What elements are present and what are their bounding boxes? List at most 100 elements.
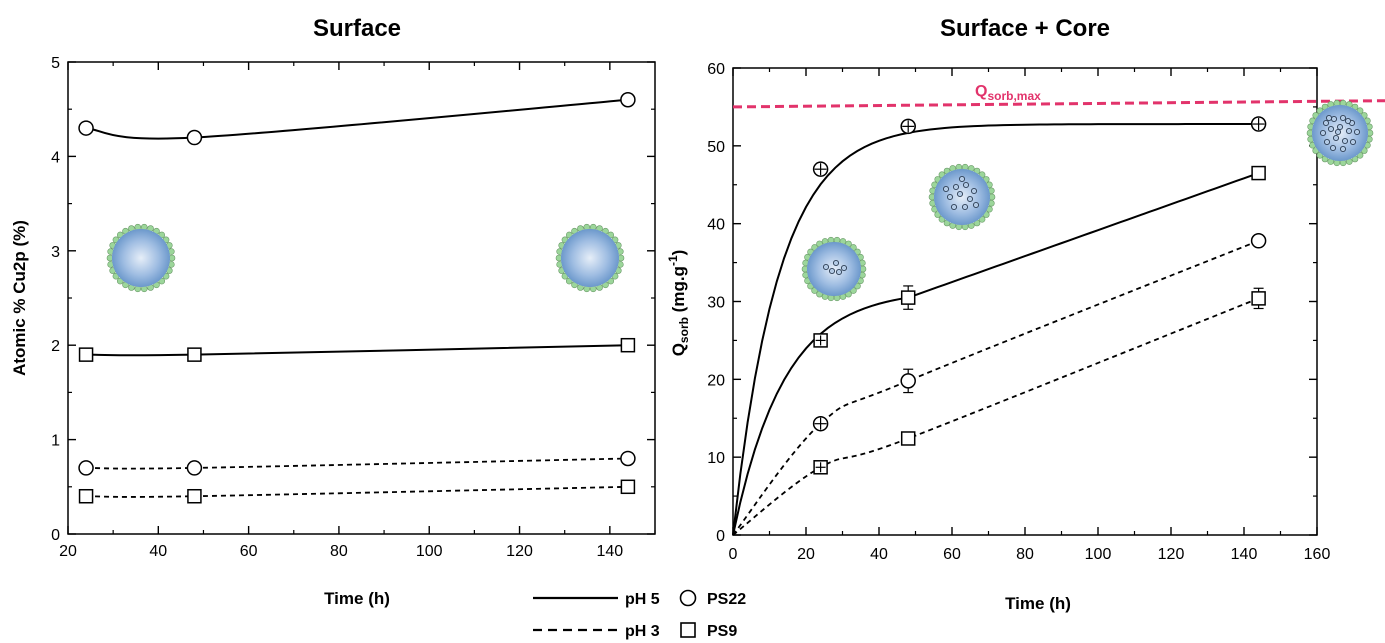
x-tick-label: 100 xyxy=(1085,546,1112,563)
plot-frame-surface xyxy=(67,61,656,535)
pore xyxy=(1353,128,1361,136)
series-group-surface-core xyxy=(732,116,1267,536)
qmax-label: Qsorb,max xyxy=(975,83,1041,103)
pore xyxy=(1344,117,1352,125)
sphere-body xyxy=(934,169,990,225)
y-axis-label-surface: Atomic % Cu2p (%) xyxy=(10,220,29,376)
pore xyxy=(1319,129,1327,137)
pore xyxy=(1336,123,1344,131)
legend-label-ps22: PS22 xyxy=(707,591,746,608)
y-tick-label: 60 xyxy=(707,61,725,78)
chart-title-surface-core: Surface + Core xyxy=(940,15,1110,42)
data-point xyxy=(900,290,916,305)
data-point xyxy=(78,347,94,362)
pore xyxy=(1332,134,1340,142)
series-line-2 xyxy=(86,457,628,470)
pore xyxy=(1339,145,1347,153)
legend-label-ph3: pH 3 xyxy=(625,623,660,640)
pore xyxy=(840,264,848,272)
data-point xyxy=(78,460,94,476)
data-point xyxy=(187,347,202,362)
data-point xyxy=(78,120,94,136)
legend-item-ps9: PS9 xyxy=(680,622,737,640)
y-tick-label: 5 xyxy=(51,55,60,72)
y-tick-label: 0 xyxy=(716,528,725,545)
series-line-1 xyxy=(86,344,628,357)
pore xyxy=(956,190,964,198)
pore xyxy=(962,181,970,189)
x-tick-label: 100 xyxy=(416,543,443,560)
chart-surface-core: Surface + Core 0 20 40 60 80 100 120 140 160 0 10 2… xyxy=(666,15,1385,613)
y-tick-label: 40 xyxy=(707,217,725,234)
y-tick-label: 30 xyxy=(707,295,725,312)
pore xyxy=(946,193,954,201)
qmax-sub: sorb,max xyxy=(987,89,1041,103)
pore xyxy=(1322,119,1330,127)
pore xyxy=(1330,115,1338,123)
ylabel-sub: sorb xyxy=(677,317,691,343)
y-axis-label-surface-core: Qsorb (mg.g-1) xyxy=(666,250,691,357)
data-point xyxy=(1251,291,1266,306)
data-point xyxy=(900,373,916,389)
pore xyxy=(1329,144,1337,152)
legend-label-ps9: PS9 xyxy=(707,623,737,640)
series-line-0 xyxy=(85,98,628,140)
qmax-main: Q xyxy=(975,83,987,100)
axes-surface-core: 0 20 40 60 80 100 120 140 160 0 10 20 30 40 50 60 xyxy=(707,61,1330,563)
pore xyxy=(1325,114,1333,122)
pore xyxy=(1323,138,1331,146)
pore xyxy=(961,203,969,211)
y-tick-label: 10 xyxy=(707,450,725,467)
pore xyxy=(1339,114,1347,122)
x-tick-label: 20 xyxy=(59,543,77,560)
pore xyxy=(832,259,840,267)
y-tick-label: 0 xyxy=(51,527,60,544)
pore-group xyxy=(1319,114,1361,153)
pore xyxy=(822,263,830,271)
legend-item-ph3: pH 3 xyxy=(533,623,660,640)
y-tick-label: 20 xyxy=(707,372,725,389)
sphere-body xyxy=(561,229,619,287)
y-tick-label: 1 xyxy=(51,433,60,450)
legend-label-ph5: pH 5 xyxy=(625,591,660,608)
pore xyxy=(1341,137,1349,145)
x-tick-label: 120 xyxy=(1158,546,1185,563)
data-point xyxy=(1250,233,1267,249)
legend-marker-square xyxy=(680,622,696,638)
pore xyxy=(942,185,950,193)
y-tick-label: 2 xyxy=(51,338,60,355)
x-tick-label: 80 xyxy=(330,543,348,560)
x-tick-label: 160 xyxy=(1304,546,1331,563)
legend-item-ph5: pH 5 xyxy=(533,591,660,608)
pore-group xyxy=(942,175,980,211)
series-line-3 xyxy=(86,485,628,498)
series-line-0 xyxy=(732,123,1259,536)
series-group-surface xyxy=(78,92,636,504)
axes-surface: 20 40 60 80 100 120 140 0 1 2 3 4 5 xyxy=(51,55,656,560)
data-point xyxy=(187,488,202,504)
qmax-line xyxy=(732,99,1385,109)
data-point xyxy=(620,92,636,108)
particle-icon xyxy=(106,223,176,293)
x-tick-label: 0 xyxy=(729,546,738,563)
pore xyxy=(952,183,960,191)
particle-icon-few-pores xyxy=(801,236,867,302)
particle-icon xyxy=(555,223,625,293)
pore xyxy=(972,201,980,209)
x-axis-label-surface-core: Time (h) xyxy=(1005,594,1071,613)
series-line-2 xyxy=(732,239,1259,536)
pore xyxy=(1327,125,1335,133)
x-tick-label: 120 xyxy=(506,543,533,560)
series-line-3 xyxy=(732,297,1259,536)
ylabel-sup: -1 xyxy=(666,255,680,266)
x-tick-label: 80 xyxy=(1016,546,1034,563)
ylabel-end: ) xyxy=(669,250,688,256)
x-tick-label: 60 xyxy=(240,543,258,560)
legend-item-ps22: PS22 xyxy=(679,589,746,608)
bead-ring xyxy=(1306,99,1374,167)
ylabel-main: Q xyxy=(669,343,688,356)
pore xyxy=(1334,128,1342,136)
x-axis-label-surface: Time (h) xyxy=(324,589,390,608)
chart-surface: Surface 20 40 60 80 100 120 140 0 1 2 3 4 5 Time (h)… xyxy=(10,15,656,608)
